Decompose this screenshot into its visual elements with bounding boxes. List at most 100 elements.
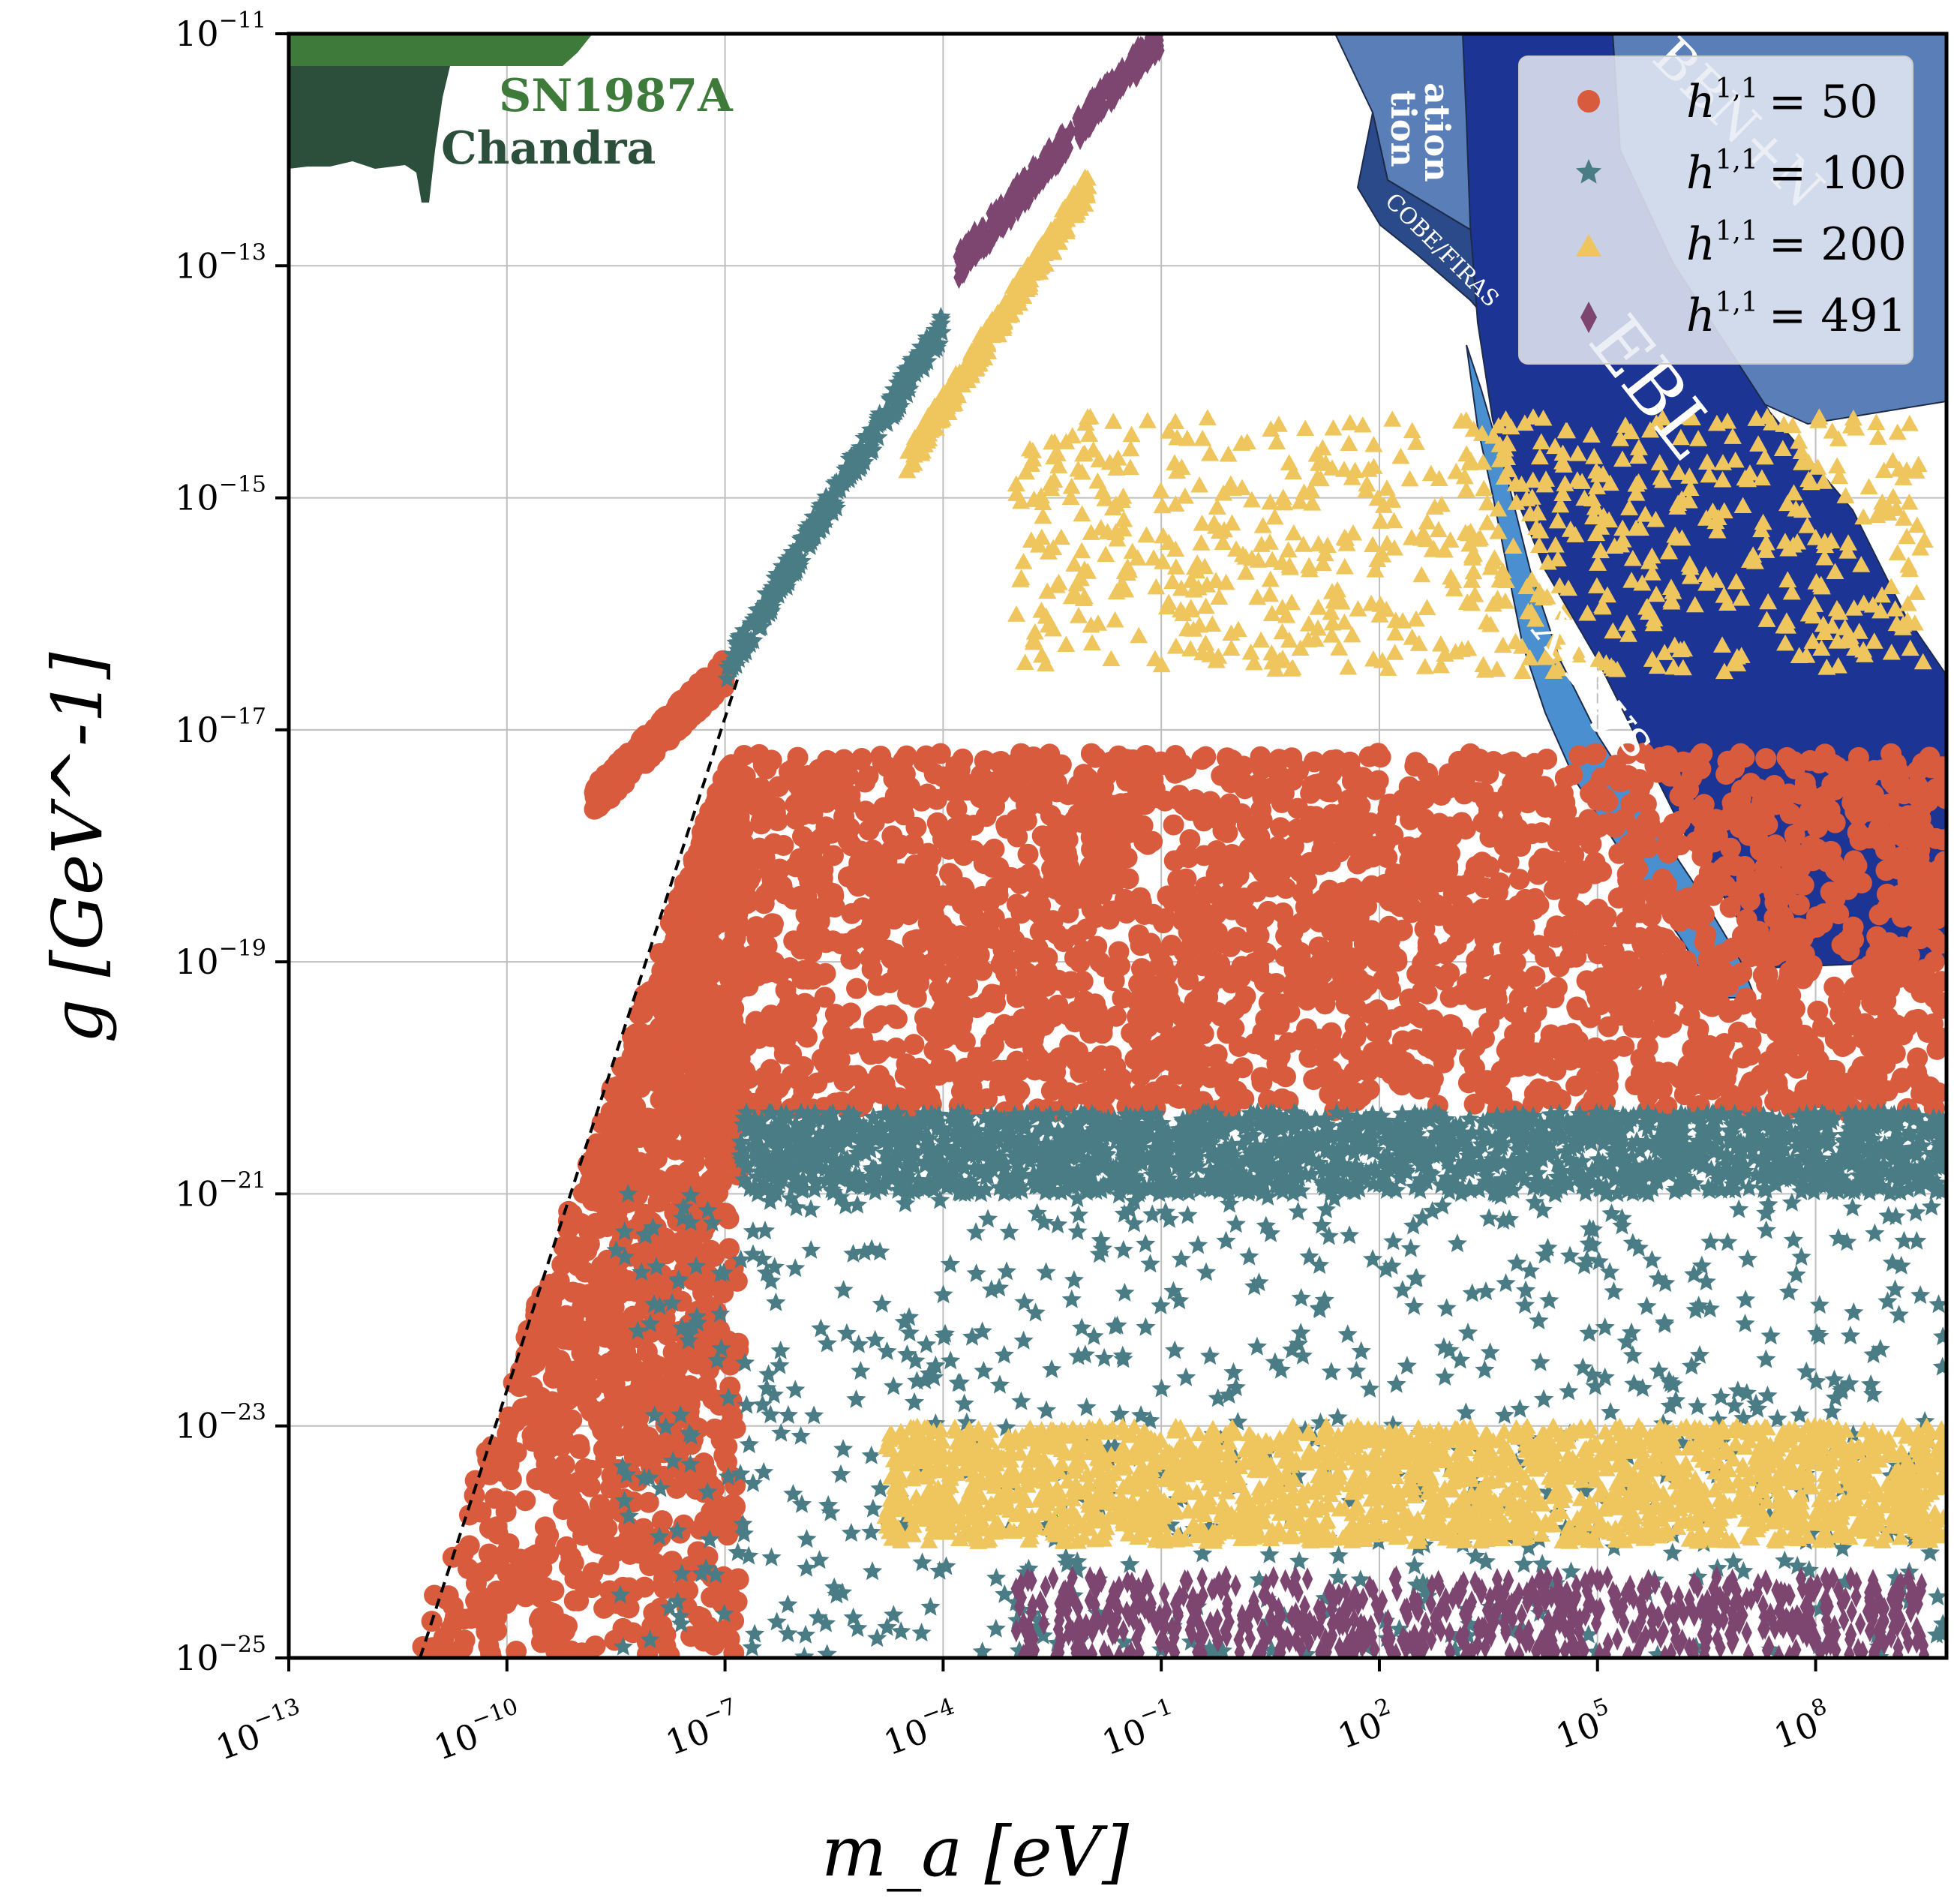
data-point [1082, 867, 1104, 889]
data-point [846, 1065, 868, 1086]
data-point [776, 999, 797, 1021]
data-point [762, 913, 784, 935]
data-point [1345, 1026, 1367, 1048]
data-point [845, 928, 867, 950]
data-point [1896, 1016, 1918, 1038]
data-point [1007, 826, 1028, 848]
data-point [1851, 827, 1873, 849]
data-point [752, 754, 774, 776]
data-point [953, 878, 975, 900]
data-point [552, 1641, 574, 1658]
data-point [906, 929, 928, 950]
data-point [998, 770, 1020, 791]
data-point [1211, 764, 1232, 786]
data-point [1895, 881, 1916, 903]
data-point [1601, 762, 1623, 784]
data-point [1391, 1005, 1412, 1027]
data-point [1847, 746, 1869, 768]
data-point [1331, 933, 1353, 955]
data-point [1009, 872, 1031, 894]
data-point [1179, 1080, 1201, 1102]
data-point [1531, 822, 1553, 844]
data-point [1874, 981, 1896, 1002]
data-point [641, 1032, 663, 1053]
data-point [1250, 857, 1271, 878]
data-point [1103, 970, 1125, 992]
data-point [1064, 947, 1085, 969]
data-point [1073, 764, 1094, 785]
data-point [1640, 999, 1662, 1020]
data-point [844, 863, 866, 885]
data-point [1473, 1077, 1495, 1098]
data-point [1694, 932, 1715, 954]
data-point [1616, 883, 1637, 905]
data-point [814, 895, 836, 917]
data-point [535, 1531, 557, 1553]
data-point [1661, 1013, 1682, 1035]
data-point [1784, 998, 1805, 1020]
data-point [1562, 764, 1583, 785]
data-point [1637, 1036, 1658, 1058]
data-point [900, 960, 922, 981]
region-sn1987a [289, 34, 593, 66]
data-point [1784, 927, 1806, 949]
data-point [1283, 959, 1305, 981]
data-point [646, 1071, 668, 1092]
data-point [1932, 992, 1946, 1014]
data-point [1558, 894, 1580, 916]
data-point [794, 966, 815, 987]
data-point [603, 1382, 625, 1404]
data-point [1536, 748, 1558, 770]
data-point [624, 1383, 646, 1405]
data-point [646, 719, 668, 741]
data-point [908, 1058, 930, 1080]
data-point [1256, 942, 1277, 964]
data-point [1749, 839, 1771, 861]
data-point [1813, 902, 1835, 924]
data-point [1167, 869, 1189, 890]
data-point [718, 1208, 740, 1230]
data-point [526, 1469, 548, 1491]
data-point [638, 1426, 659, 1448]
data-point [1721, 792, 1743, 814]
data-point [588, 1325, 610, 1347]
data-point [1622, 1017, 1644, 1038]
data-point [887, 897, 908, 919]
data-point [728, 1568, 749, 1590]
data-point [478, 1543, 500, 1565]
data-point [628, 1527, 650, 1549]
data-point [869, 1065, 890, 1086]
data-point [1128, 1029, 1150, 1051]
data-point [1391, 919, 1413, 941]
data-point [648, 1242, 670, 1264]
data-point [1742, 875, 1763, 897]
data-point [851, 748, 872, 770]
data-point [1576, 970, 1598, 992]
data-point [1250, 1034, 1272, 1056]
data-point [1260, 777, 1282, 799]
series-h11-50-points [412, 650, 1946, 1658]
data-point [1740, 1029, 1762, 1050]
data-point [1076, 918, 1097, 940]
data-point [1557, 914, 1579, 936]
data-point [698, 902, 720, 924]
data-point [1335, 993, 1357, 1015]
data-point [479, 1518, 500, 1539]
data-point [1358, 878, 1380, 900]
data-point [1191, 955, 1213, 977]
data-point [652, 978, 674, 999]
data-point [1740, 1071, 1762, 1093]
data-point [746, 927, 768, 949]
data-point [1463, 1057, 1485, 1079]
data-point [623, 1356, 644, 1378]
data-point [1637, 837, 1659, 859]
data-point [1415, 841, 1437, 863]
data-point [726, 1270, 748, 1292]
data-point [647, 1170, 668, 1191]
data-point [622, 1053, 644, 1075]
data-point [1361, 773, 1383, 794]
data-point [1550, 812, 1572, 833]
data-point [1554, 1047, 1576, 1069]
data-point [1638, 878, 1660, 900]
data-point [881, 1004, 903, 1026]
